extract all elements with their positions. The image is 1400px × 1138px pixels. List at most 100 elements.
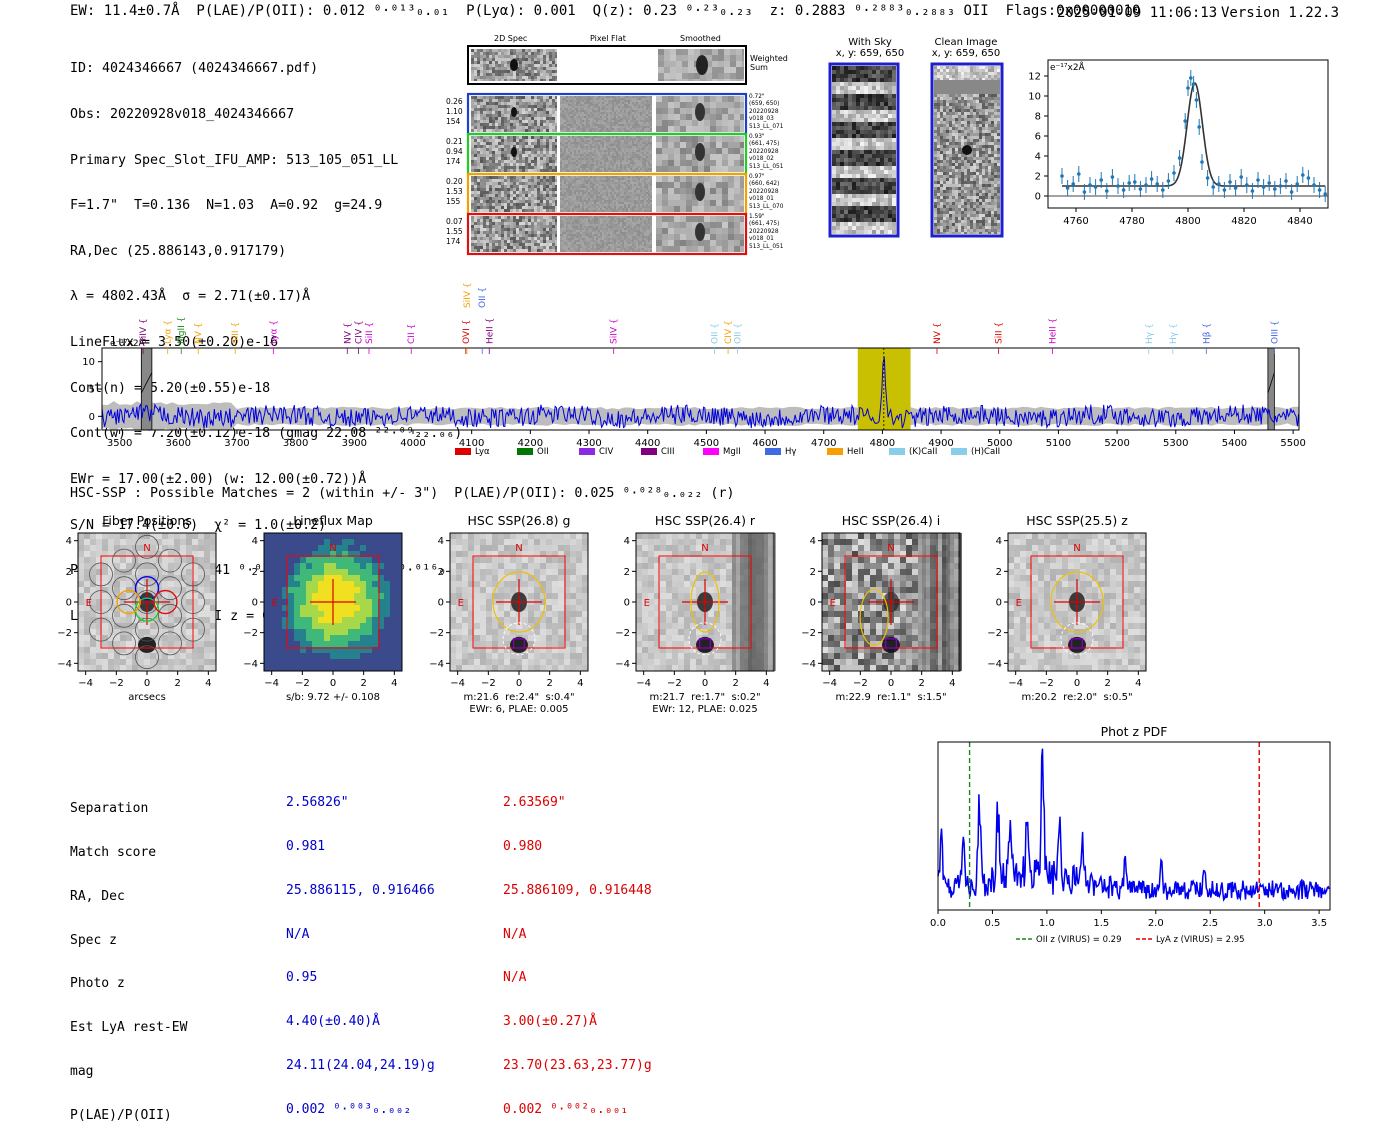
pixel xyxy=(489,225,492,228)
pixel xyxy=(576,184,578,186)
pixel xyxy=(604,108,606,110)
pixel xyxy=(644,186,646,188)
pixel xyxy=(498,209,501,212)
pixel xyxy=(525,228,528,231)
pixel xyxy=(474,219,477,222)
pixel xyxy=(590,200,592,202)
pixel xyxy=(618,148,620,150)
pixel xyxy=(648,202,650,204)
pixel xyxy=(644,220,646,222)
pixel xyxy=(588,102,590,104)
pixel xyxy=(640,100,642,102)
pixel xyxy=(598,204,600,206)
pixel xyxy=(580,102,582,104)
pixel xyxy=(622,216,624,218)
pixel xyxy=(560,110,562,112)
pixel xyxy=(642,146,644,148)
pixel xyxy=(626,196,628,198)
pixel xyxy=(576,230,578,232)
pixel xyxy=(724,73,730,79)
pixel xyxy=(594,104,596,106)
pixel xyxy=(495,228,498,231)
pixel xyxy=(528,225,531,228)
pixel xyxy=(608,216,610,218)
pixel xyxy=(578,130,580,132)
pixel xyxy=(646,180,648,182)
pixel xyxy=(531,151,534,154)
pixel xyxy=(525,117,528,120)
pixel xyxy=(604,196,606,198)
pixel xyxy=(600,152,602,154)
pixel xyxy=(537,240,540,243)
pixel xyxy=(632,188,634,190)
pixel xyxy=(602,170,604,172)
pixel xyxy=(620,196,622,198)
pixel xyxy=(555,197,557,200)
pixel xyxy=(620,122,622,124)
pixel xyxy=(495,96,498,99)
pixel xyxy=(489,166,492,169)
pixel xyxy=(492,169,495,172)
pixel xyxy=(574,220,576,222)
pixel xyxy=(640,122,642,124)
pixel xyxy=(531,249,534,252)
pixel xyxy=(528,142,531,145)
pixel xyxy=(580,170,582,172)
pixel xyxy=(692,200,698,206)
pixel xyxy=(632,216,634,218)
pixel xyxy=(510,99,513,102)
pixel xyxy=(642,136,644,138)
pixel xyxy=(606,98,608,100)
pixel xyxy=(636,210,638,212)
pixel xyxy=(471,160,474,163)
pixel xyxy=(636,108,638,110)
pixel xyxy=(642,114,644,116)
pixel xyxy=(522,111,525,114)
pixel xyxy=(626,184,628,186)
pixel xyxy=(578,182,580,184)
pixel xyxy=(616,98,618,100)
pixel xyxy=(648,176,650,178)
pixel xyxy=(722,194,728,200)
pixel xyxy=(598,220,600,222)
pixel xyxy=(562,186,564,188)
pixel xyxy=(602,226,604,228)
pixel xyxy=(634,182,636,184)
pixel xyxy=(546,129,549,132)
pixel xyxy=(495,99,498,102)
pixel xyxy=(620,170,622,172)
pixel xyxy=(486,203,489,206)
pixel xyxy=(622,124,624,126)
pixel xyxy=(519,197,522,200)
pixel xyxy=(636,116,638,118)
pixel xyxy=(632,218,634,220)
pixel xyxy=(600,188,602,190)
pixel xyxy=(594,148,596,150)
pixel xyxy=(638,98,640,100)
pixel xyxy=(600,176,602,178)
pixel xyxy=(728,176,734,182)
pixel xyxy=(648,220,650,222)
pixel xyxy=(632,110,634,112)
pixel xyxy=(632,158,634,160)
pixel xyxy=(644,194,646,196)
pixel xyxy=(495,246,498,249)
pixel xyxy=(522,58,525,61)
pixel xyxy=(562,192,564,194)
pixel xyxy=(513,203,516,206)
pixel xyxy=(600,194,602,196)
pixel xyxy=(540,194,543,197)
pixel xyxy=(501,200,504,203)
pixel xyxy=(594,122,596,124)
pixel xyxy=(578,228,580,230)
pixel xyxy=(574,196,576,198)
pixel xyxy=(572,154,574,156)
pixel xyxy=(632,228,634,230)
pixel xyxy=(504,142,507,145)
pixel xyxy=(564,210,566,212)
pixel xyxy=(483,176,486,179)
pixel xyxy=(549,240,552,243)
pixel xyxy=(662,108,668,114)
pixel xyxy=(610,138,612,140)
info-line: ID: 4024346667 (4024346667.pdf) xyxy=(70,61,319,77)
